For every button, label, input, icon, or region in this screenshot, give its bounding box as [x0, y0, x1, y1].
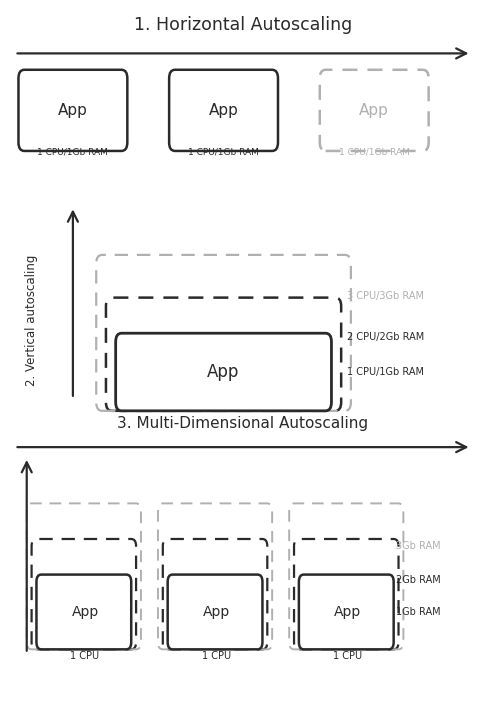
Text: 1 CPU: 1 CPU [202, 651, 231, 661]
Text: 1 CPU/1Gb RAM: 1 CPU/1Gb RAM [188, 147, 259, 156]
Text: App: App [71, 605, 99, 619]
Text: App: App [208, 362, 240, 381]
Text: App: App [58, 103, 88, 118]
Text: 3Gb RAM: 3Gb RAM [396, 541, 441, 551]
FancyBboxPatch shape [36, 575, 131, 649]
Text: 3 CPU/3Gb RAM: 3 CPU/3Gb RAM [347, 291, 424, 301]
Text: 2Gb RAM: 2Gb RAM [396, 575, 441, 585]
Text: 3. Multi-Dimensional Autoscaling: 3. Multi-Dimensional Autoscaling [118, 416, 368, 431]
Text: 1. Horizontal Autoscaling: 1. Horizontal Autoscaling [134, 16, 352, 34]
Text: 1 CPU/1Gb RAM: 1 CPU/1Gb RAM [347, 367, 424, 377]
Text: App: App [359, 103, 389, 118]
FancyBboxPatch shape [116, 333, 331, 411]
Text: App: App [208, 103, 239, 118]
Text: 1 CPU: 1 CPU [70, 651, 100, 661]
Text: 1 CPU/1Gb RAM: 1 CPU/1Gb RAM [37, 147, 108, 156]
FancyBboxPatch shape [169, 70, 278, 151]
Text: App: App [334, 605, 361, 619]
Text: 1 CPU/1Gb RAM: 1 CPU/1Gb RAM [339, 147, 410, 156]
Text: App: App [203, 605, 230, 619]
Text: 1 CPU: 1 CPU [333, 651, 362, 661]
FancyBboxPatch shape [168, 575, 262, 649]
FancyBboxPatch shape [299, 575, 394, 649]
Text: 2. Vertical autoscaling: 2. Vertical autoscaling [25, 255, 38, 386]
Text: 1Gb RAM: 1Gb RAM [396, 607, 441, 617]
Text: 2 CPU/2Gb RAM: 2 CPU/2Gb RAM [347, 332, 425, 342]
FancyBboxPatch shape [18, 70, 127, 151]
